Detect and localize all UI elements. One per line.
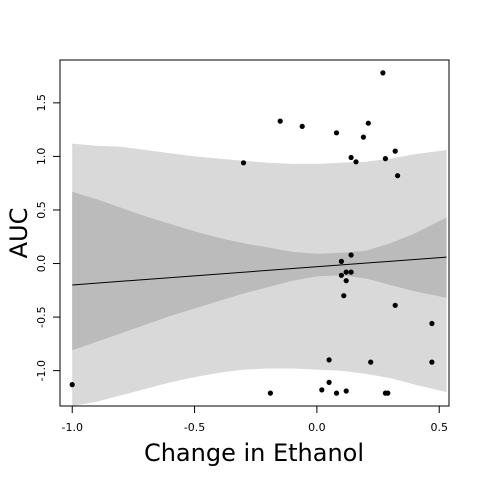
data-point — [392, 302, 398, 308]
data-point — [343, 388, 349, 394]
data-point — [267, 390, 273, 396]
data-point — [326, 357, 332, 363]
data-point — [348, 252, 354, 258]
data-point — [326, 379, 332, 385]
data-point — [382, 156, 388, 162]
data-point — [395, 173, 401, 179]
data-point — [319, 387, 325, 393]
x-tick-label: 0.0 — [308, 421, 326, 434]
data-point — [365, 120, 371, 126]
data-point — [299, 123, 305, 129]
data-point — [338, 272, 344, 278]
data-point — [341, 293, 347, 299]
y-tick-label: -0.5 — [35, 306, 48, 327]
y-tick-label: 0.5 — [35, 201, 48, 219]
x-axis-title: Change in Ethanol — [144, 439, 364, 467]
data-point — [277, 118, 283, 124]
data-point — [343, 278, 349, 284]
data-point — [69, 382, 75, 388]
data-point — [360, 134, 366, 140]
y-tick-label: -1.0 — [35, 360, 48, 381]
confidence-bands — [72, 143, 447, 406]
y-tick-label: 1.0 — [35, 148, 48, 166]
data-point — [353, 159, 359, 165]
data-point — [338, 258, 344, 264]
x-tick-label: -0.5 — [184, 421, 205, 434]
data-point — [333, 390, 340, 396]
x-axis: -1.0 -0.5 0.0 0.5 — [61, 406, 448, 434]
regression-line — [72, 256, 447, 286]
scatter-points — [69, 70, 435, 396]
data-point — [429, 359, 435, 365]
data-point — [348, 269, 354, 275]
data-point — [333, 130, 340, 136]
data-point — [343, 269, 349, 275]
plot-frame — [59, 59, 450, 407]
data-point — [429, 320, 435, 327]
data-point — [385, 390, 391, 396]
data-point — [240, 160, 247, 166]
x-tick-label: -1.0 — [61, 421, 82, 434]
data-point — [348, 154, 354, 161]
y-tick-label: 1.5 — [35, 94, 48, 112]
x-tick-label: 0.5 — [430, 421, 448, 434]
y-axis: -1.0 -0.5 0.0 0.5 1.0 1.5 — [35, 94, 60, 381]
data-point — [380, 70, 386, 76]
y-tick-label: 0.0 — [35, 255, 48, 273]
data-point — [368, 359, 374, 365]
data-point — [392, 148, 398, 154]
fit-line-layer — [72, 256, 447, 286]
y-axis-title: AUC — [5, 208, 33, 259]
